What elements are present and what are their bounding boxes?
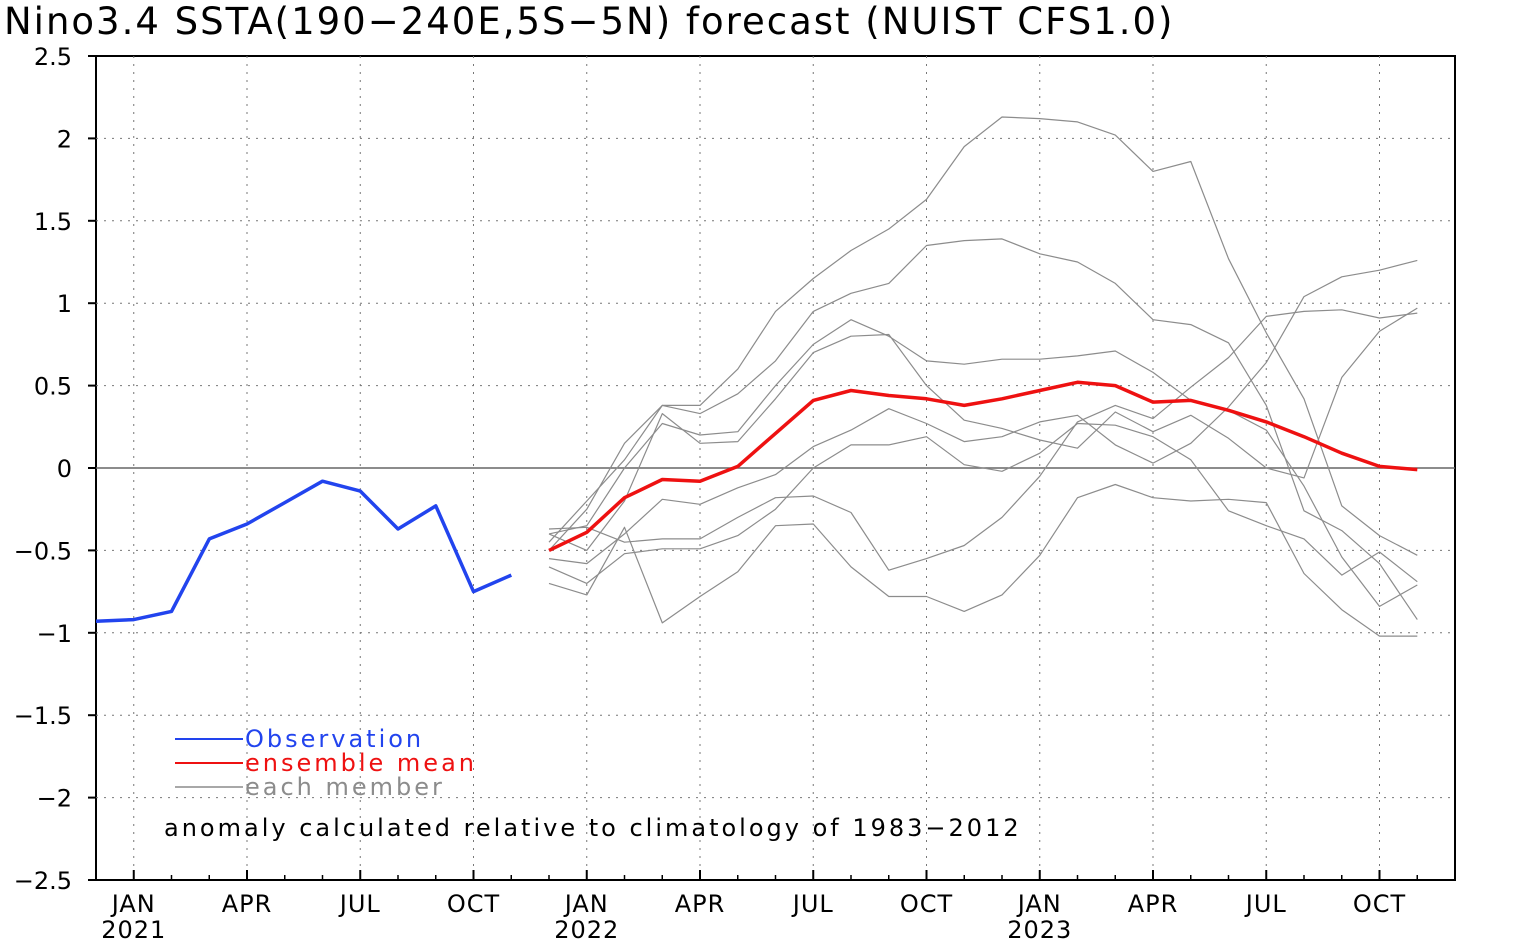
- y-tick-label: −1: [37, 620, 72, 648]
- y-tick-label: 2.5: [34, 43, 72, 71]
- x-tick-label: APR: [675, 890, 726, 918]
- ensemble-mean-series: [548, 380, 1418, 552]
- x-tick-label: JUL: [1244, 890, 1287, 918]
- y-tick-label: 0.5: [34, 373, 72, 401]
- legend: Observation ensemble mean each member: [175, 725, 477, 801]
- y-tick-label: 2: [57, 125, 72, 153]
- legend-mean-label: ensemble mean: [245, 749, 477, 777]
- x-tick-label: JUL: [791, 890, 834, 918]
- y-tick-label: 1: [57, 290, 72, 318]
- x-tick-label: OCT: [1353, 890, 1406, 918]
- x-tick-label: APR: [222, 890, 273, 918]
- x-tick-label: APR: [1128, 890, 1179, 918]
- member-line: [548, 483, 1418, 637]
- member-line: [548, 259, 1418, 565]
- y-axis: 2.5 2 1.5 1 0.5 0 −0.5 −1 −1.5 −2 −2.5: [14, 43, 96, 895]
- member-line: [548, 116, 1418, 556]
- ensemble-mean-line: [548, 380, 1418, 552]
- x-tick-label: JAN: [1016, 890, 1062, 918]
- y-tick-label: 1.5: [34, 208, 72, 236]
- x-tick-label: OCT: [447, 890, 500, 918]
- x-tick-label: JUL: [338, 890, 381, 918]
- x-year-label: 2022: [554, 916, 619, 941]
- y-tick-label: −0.5: [14, 537, 72, 565]
- member-line: [548, 309, 1418, 571]
- member-line: [548, 422, 1418, 585]
- climatology-note: anomaly calculated relative to climatolo…: [164, 814, 1022, 842]
- x-year-label: 2021: [101, 916, 166, 941]
- y-tick-label: −2.5: [14, 867, 72, 895]
- legend-observation-label: Observation: [245, 725, 424, 753]
- member-line: [548, 319, 1418, 608]
- legend-member-label: each member: [245, 773, 445, 801]
- y-tick-label: −1.5: [14, 702, 72, 730]
- grid-lines: [96, 56, 1455, 880]
- x-year-label: 2023: [1007, 916, 1072, 941]
- y-tick-label: −2: [37, 785, 72, 813]
- chart-title: Nino3.4 SSTA(190−240E,5S−5N) forecast (N…: [4, 0, 1175, 43]
- x-tick-label: OCT: [900, 890, 953, 918]
- observation-line: [95, 479, 513, 624]
- member-series: [548, 116, 1418, 637]
- x-tick-label: JAN: [110, 890, 156, 918]
- y-tick-label: 0: [57, 455, 72, 483]
- x-tick-label: JAN: [563, 890, 609, 918]
- observation-series: [95, 479, 513, 624]
- member-line: [548, 307, 1418, 552]
